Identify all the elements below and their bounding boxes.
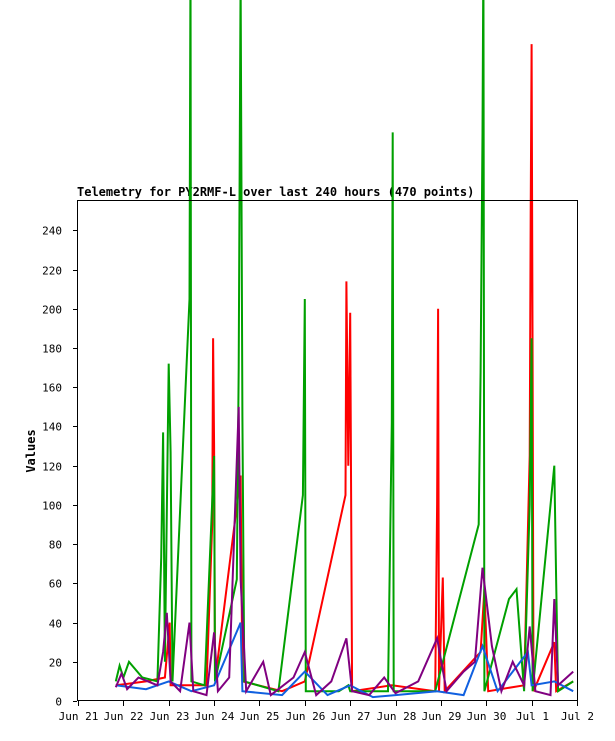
- y-tick-label: 240: [42, 225, 62, 238]
- y-tick-label: 60: [49, 578, 62, 591]
- x-tick-label: Jun 29: [422, 710, 462, 723]
- y-axis: 0 20 40 60 80 100 120 140 160 180 200 220 240: [42, 225, 77, 709]
- x-tick-label: Jul 2: [561, 710, 594, 723]
- series-line-2: [114, 0, 574, 694]
- y-tick-label: 160: [42, 382, 62, 395]
- x-tick-label: Jun 26: [286, 710, 326, 723]
- y-axis-title: Values: [24, 429, 38, 472]
- series-line-3: [115, 622, 574, 699]
- series-layer: [114, 0, 574, 699]
- plot-frame: [77, 200, 578, 701]
- y-tick-label: 80: [49, 539, 62, 552]
- series-line-1: [115, 44, 574, 694]
- chart-title: Telemetry for PY2RMF-L over last 240 hou…: [77, 185, 474, 199]
- y-tick-label: 140: [42, 421, 62, 434]
- x-axis: Jun 21 Jun 22 Jun 23 Jun 24 Jun 25 Jun 26 Jun …: [59, 701, 594, 723]
- y-tick-label: 40: [49, 618, 62, 631]
- x-tick-label: Jun 27: [331, 710, 371, 723]
- x-tick-label: Jun 30: [467, 710, 507, 723]
- y-tick-label: 220: [42, 265, 62, 278]
- x-tick-label: Jun 24: [195, 710, 235, 723]
- x-tick-label: Jul 1: [516, 710, 549, 723]
- y-tick-label: 120: [42, 461, 62, 474]
- y-tick-label: 200: [42, 304, 62, 317]
- x-tick-label: Jun 23: [150, 710, 190, 723]
- x-tick-label: Jun 21: [59, 710, 99, 723]
- x-tick-label: Jun 25: [240, 710, 280, 723]
- y-tick-label: 0: [55, 696, 62, 709]
- x-tick-label: Jun 28: [377, 710, 417, 723]
- y-tick-label: 100: [42, 500, 62, 513]
- y-tick-label: 20: [49, 657, 62, 670]
- series-line-4: [114, 406, 574, 697]
- x-tick-label: Jun 22: [104, 710, 144, 723]
- y-tick-label: 180: [42, 343, 62, 356]
